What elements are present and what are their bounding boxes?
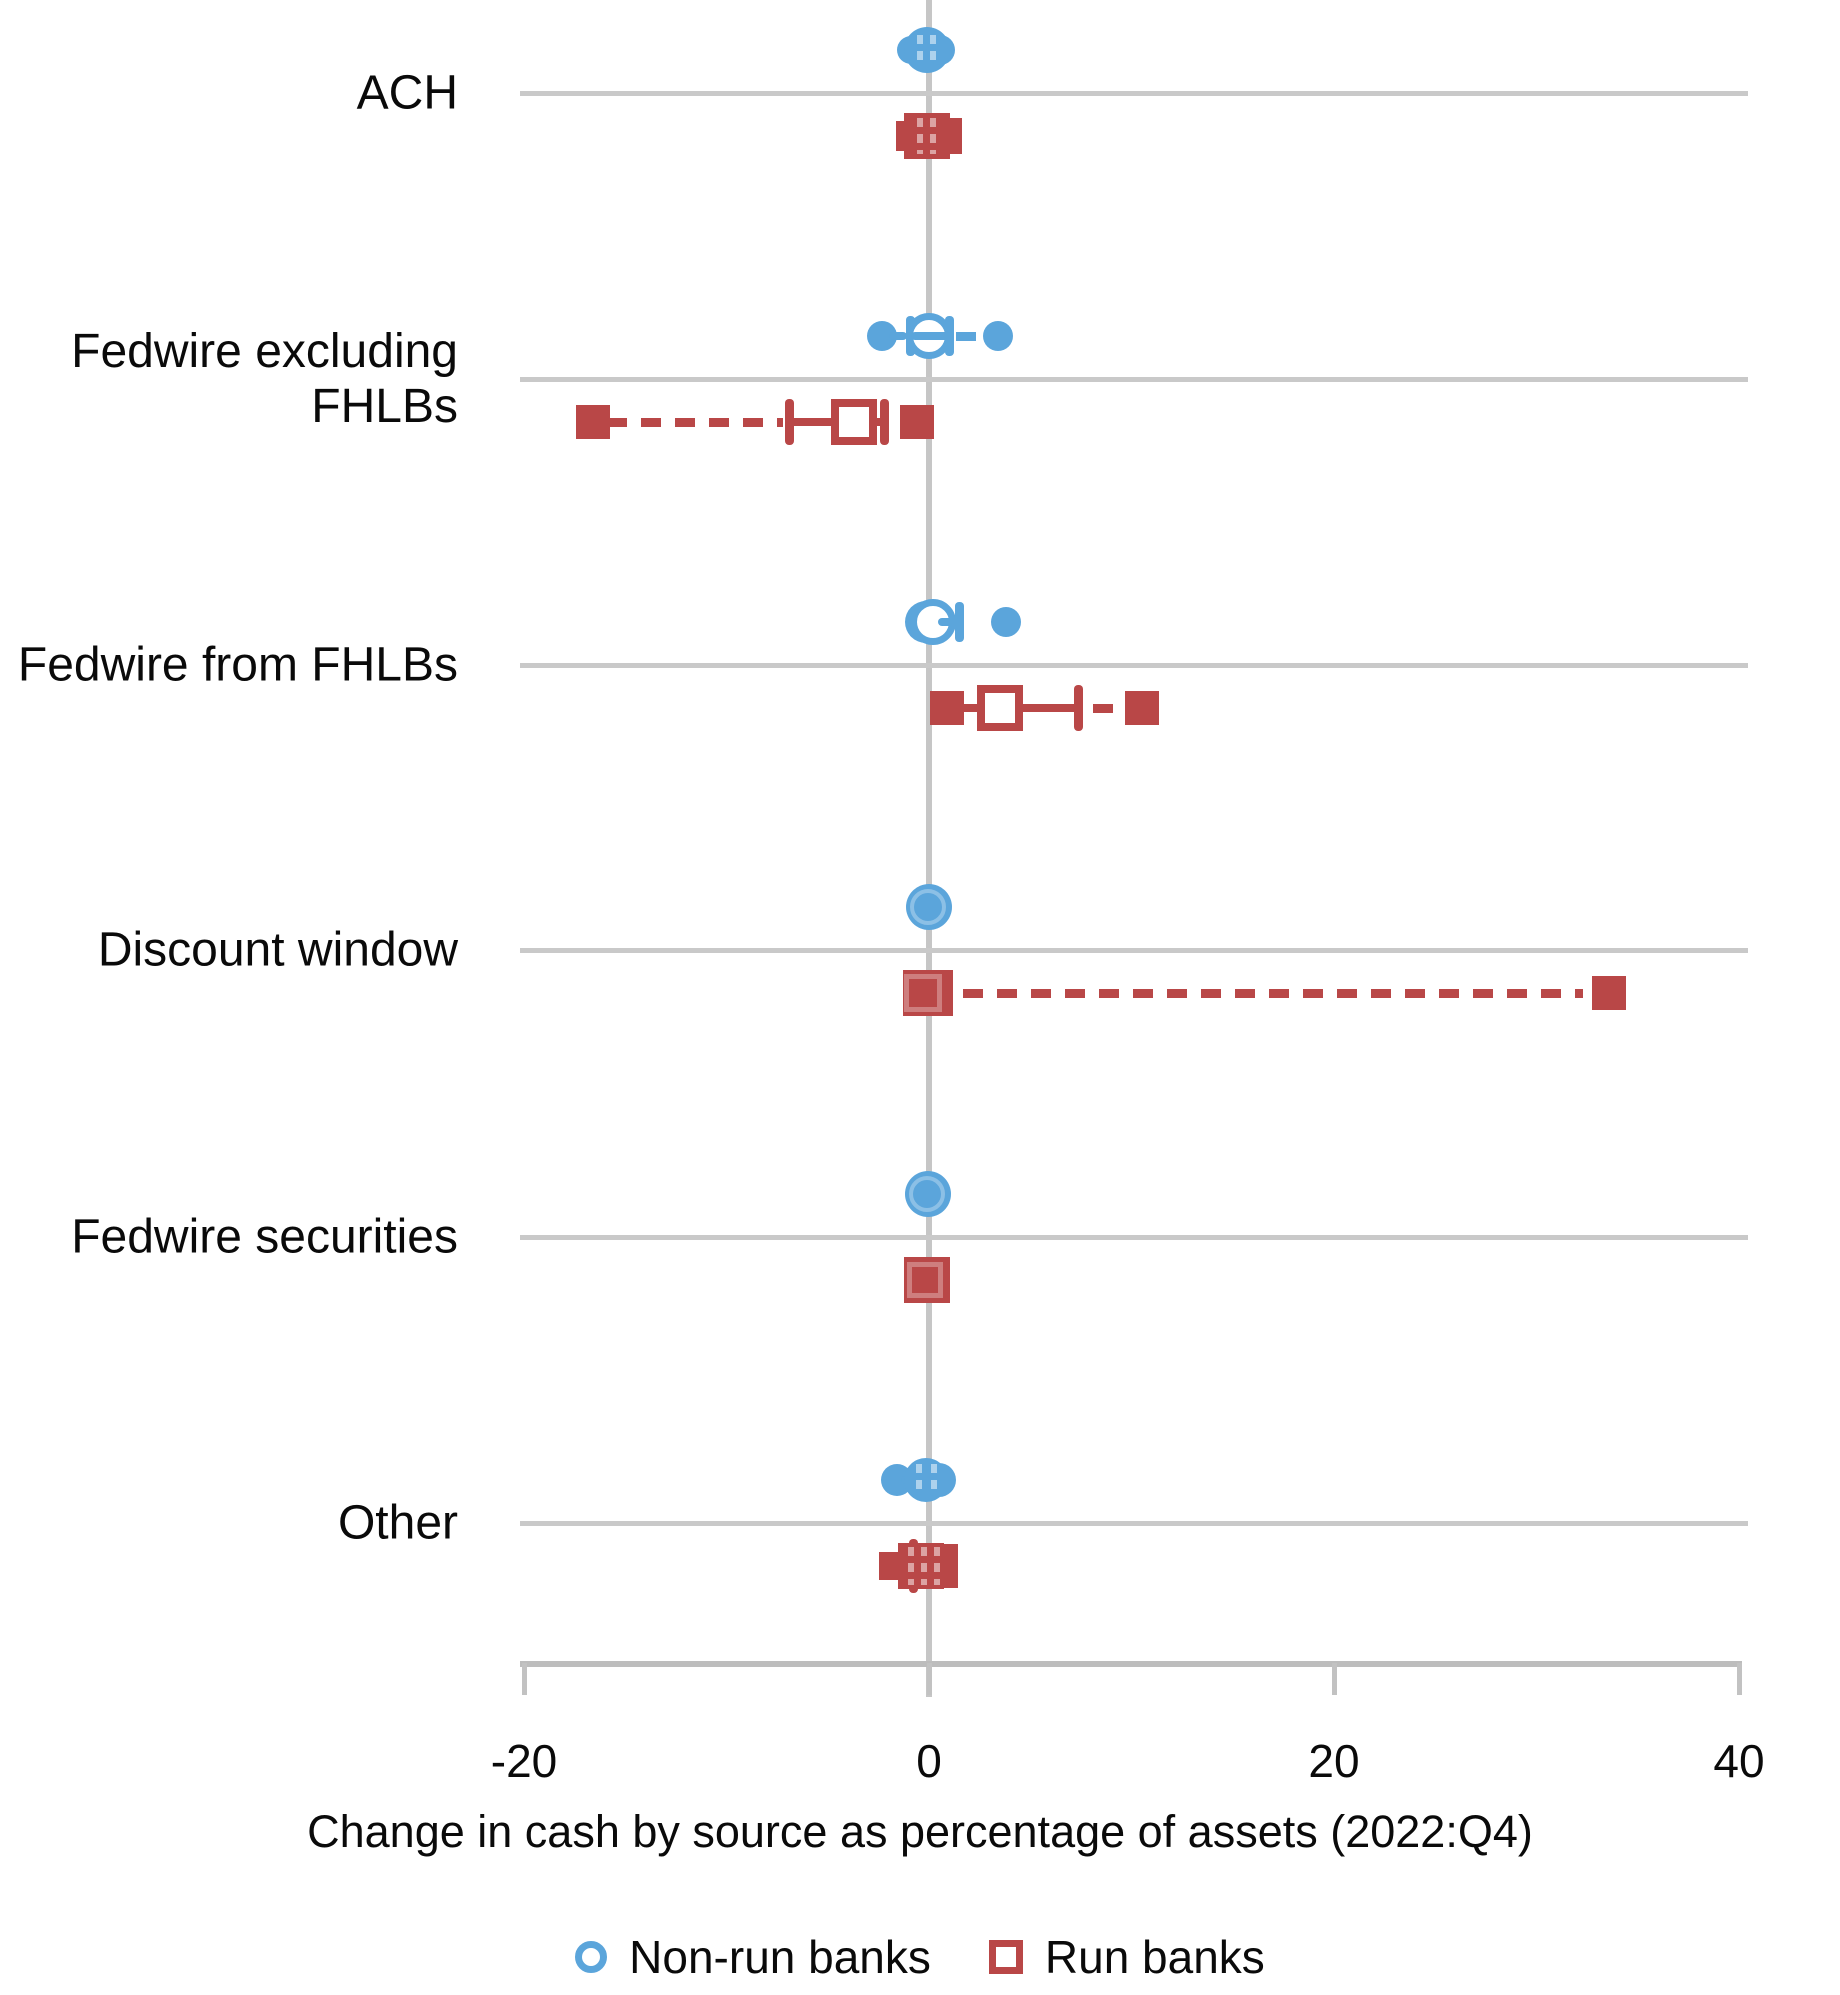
red-whisker-cap: [879, 399, 889, 445]
red-filled-square-marker: [903, 1257, 950, 1303]
blue-whisker-line: [938, 618, 960, 626]
red-median-dash-line: [916, 118, 923, 154]
x-axis-tick: [522, 1663, 527, 1695]
zero-reference-line: [926, 0, 932, 1697]
red-dashed-connector-line: [607, 417, 784, 427]
category-label: Fedwire excluding FHLBs: [71, 324, 458, 433]
x-axis-tick-label: 40: [1713, 1735, 1765, 1787]
red-filled-square-marker: [902, 970, 953, 1016]
legend-item-run-banks: Run banks: [988, 1930, 1265, 1984]
category-label: Fedwire securities: [71, 1210, 458, 1264]
gridline: [520, 91, 1748, 96]
x-axis-tick: [1332, 1663, 1337, 1695]
blue-median-dash-line: [915, 1464, 922, 1496]
open-square-icon: [988, 1940, 1023, 1974]
blue-whisker-cap: [944, 316, 954, 356]
red-filled-square-marker: [1124, 691, 1159, 725]
x-axis-line: [520, 1661, 1742, 1667]
blue-median-dash-line: [931, 1464, 938, 1496]
x-axis-title: Change in cash by source as percentage o…: [307, 1806, 1533, 1857]
red-whisker-cap: [784, 399, 794, 445]
blue-filled-circle-marker: [922, 1463, 957, 1497]
x-axis-tick-label: 0: [916, 1735, 942, 1787]
blue-open-circle-marker: [909, 889, 946, 925]
red-open-square-marker: [976, 685, 1023, 731]
open-circle-icon: [575, 1941, 608, 1973]
x-axis-tick-label: -20: [490, 1735, 558, 1787]
red-dashed-connector-line: [1093, 703, 1120, 713]
red-median-dash-line: [930, 118, 937, 154]
red-filled-square-marker: [899, 405, 934, 439]
blue-dashed-connector-line: [956, 331, 986, 341]
blue-median-dash-line: [916, 35, 923, 65]
x-axis-tick-label: 20: [1308, 1735, 1360, 1787]
red-filled-square-marker: [930, 691, 965, 725]
red-dashed-connector-line: [963, 988, 1584, 998]
blue-filled-circle-marker: [990, 607, 1021, 637]
category-label: Discount window: [97, 923, 458, 977]
legend-label: Non-run banks: [629, 1931, 931, 1983]
red-median-dash-line: [920, 1547, 927, 1585]
legend: Non-run banks Run banks: [0, 1926, 1840, 1988]
gridline: [520, 1235, 1748, 1240]
gridline: [520, 663, 1748, 668]
red-median-dash-line: [907, 1547, 914, 1585]
gridline: [520, 377, 1748, 382]
red-median-dash-line: [934, 1547, 941, 1585]
red-filled-square-marker: [575, 405, 610, 439]
red-open-square-marker: [906, 1262, 943, 1298]
blue-filled-circle-marker: [982, 321, 1013, 351]
category-label: ACH: [356, 66, 458, 120]
red-open-square-marker: [903, 974, 942, 1012]
category-label: Fedwire from FHLBs: [17, 638, 458, 692]
x-axis-tick: [927, 1663, 932, 1695]
red-open-square-marker: [831, 399, 878, 445]
blue-whisker-line: [910, 332, 950, 340]
gridline: [520, 1521, 1748, 1526]
blue-whisker-line: [888, 332, 907, 340]
legend-item-non-run-banks: Non-run banks: [575, 1930, 931, 1984]
blue-median-dash-line: [930, 35, 937, 65]
red-filled-square-marker: [1592, 976, 1627, 1010]
blue-open-circle-marker: [908, 1176, 945, 1212]
x-axis-tick: [1737, 1663, 1742, 1695]
blue-whisker-cap: [954, 602, 964, 642]
legend-label: Run banks: [1044, 1931, 1265, 1983]
category-label: Other: [337, 1496, 458, 1550]
gridline: [520, 948, 1748, 953]
red-whisker-cap: [1074, 685, 1084, 731]
